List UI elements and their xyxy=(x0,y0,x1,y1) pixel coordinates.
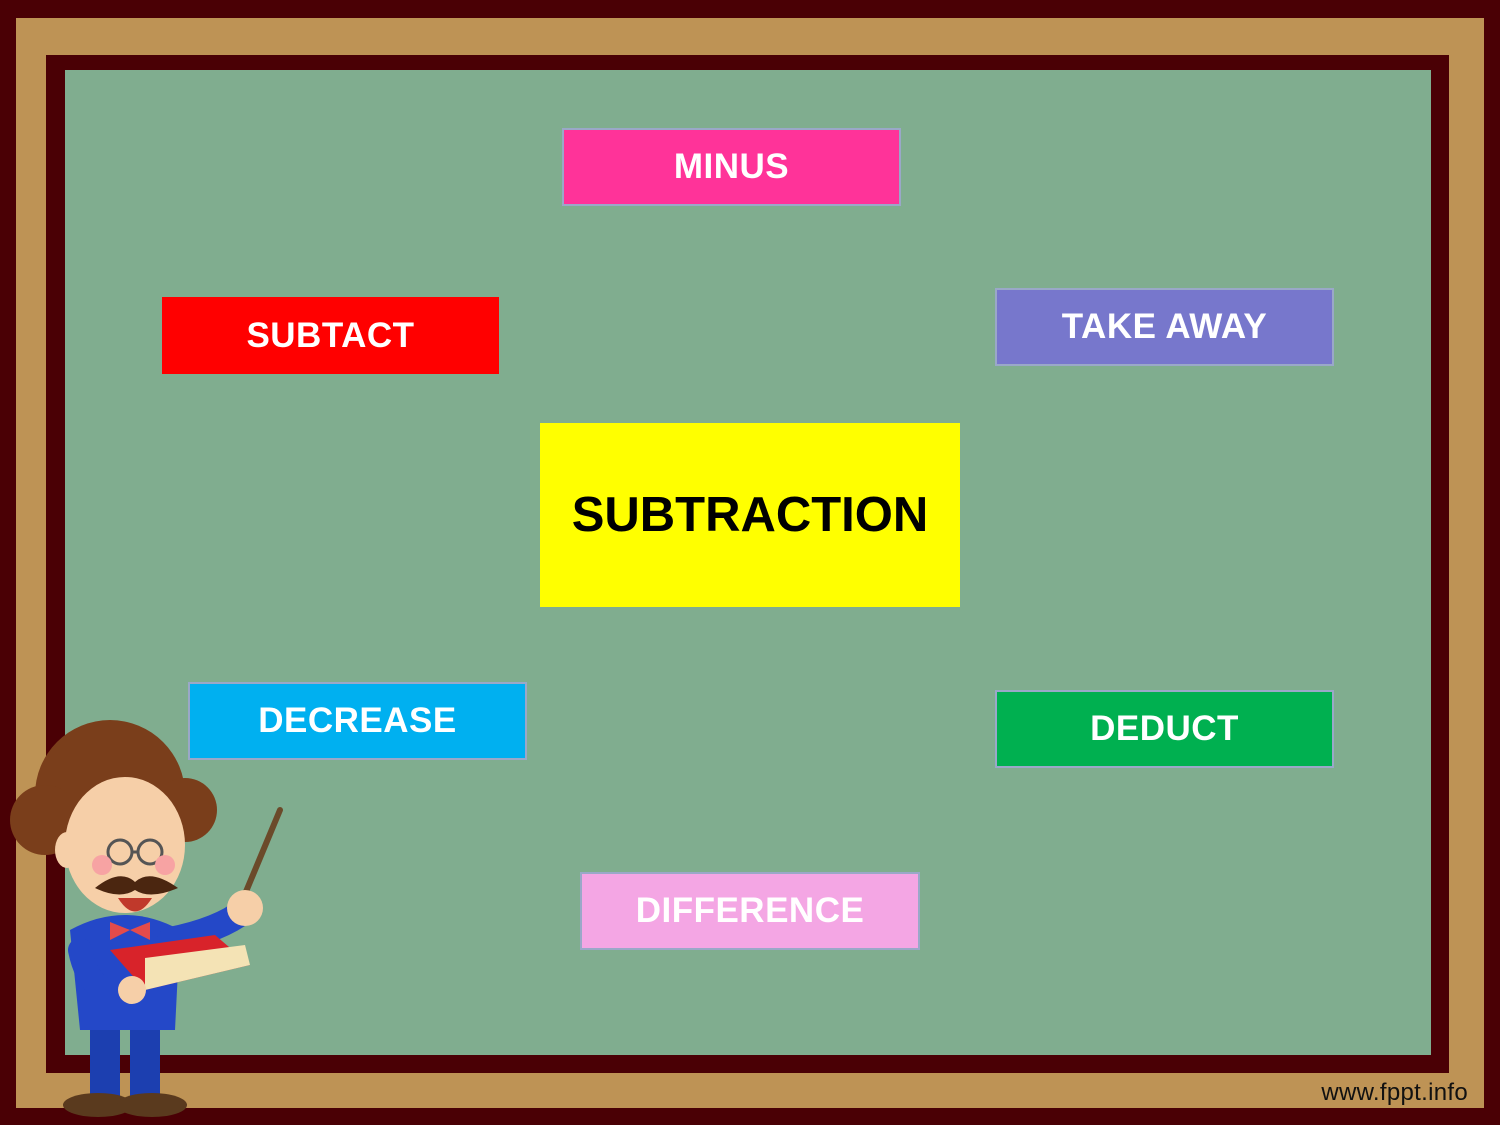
decrease-card: DECREASE xyxy=(188,682,527,760)
take-away-card: TAKE AWAY xyxy=(995,288,1334,366)
subtract-card: SUBTACT xyxy=(162,297,499,374)
subtraction-center-card: SUBTRACTION xyxy=(540,423,960,607)
teacher-cartoon-icon xyxy=(10,720,283,1117)
difference-card: DIFFERENCE xyxy=(580,872,920,950)
deduct-card: DEDUCT xyxy=(995,690,1334,768)
minus-card: MINUS xyxy=(562,128,901,206)
website-footer: www.fppt.info xyxy=(1321,1079,1468,1106)
